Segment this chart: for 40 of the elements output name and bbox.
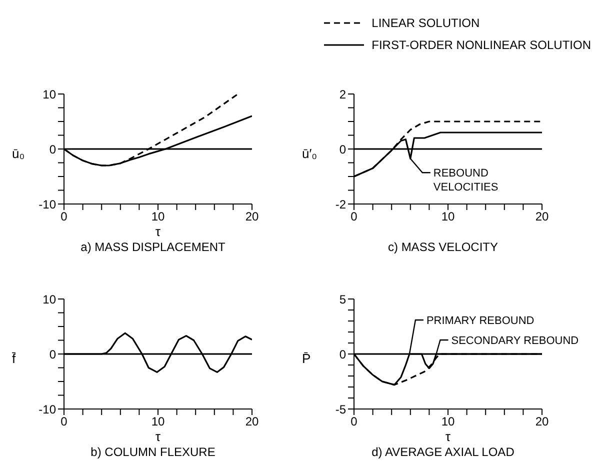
- x-tick-label: 0: [60, 210, 68, 224]
- legend-label: LINEAR SOLUTION: [372, 16, 480, 30]
- text: d) AVERAGE AXIAL LOAD: [370, 445, 516, 459]
- x-tick-label: 10: [441, 414, 455, 429]
- y-tick-label: 0: [49, 142, 56, 156]
- y-tick-label: -10: [38, 402, 56, 416]
- y-tick-label: 0: [49, 347, 56, 362]
- y-axis-title: ū₀: [12, 146, 25, 161]
- y-tick-label: -5: [335, 402, 346, 416]
- x-tick-label: 20: [535, 414, 549, 429]
- legend-label: FIRST-ORDER NONLINEAR SOLUTION: [372, 38, 591, 52]
- y-tick-label: 5: [339, 292, 346, 306]
- x-tick-label: 10: [151, 414, 165, 429]
- y-tick-label: 2: [339, 87, 346, 102]
- x-tick-label: 10: [151, 210, 165, 224]
- y-axis-title: f̄: [12, 351, 16, 366]
- x-tick-label: 0: [60, 414, 68, 429]
- x-tick-label: 20: [535, 210, 549, 224]
- x-tick-label: 0: [350, 414, 358, 429]
- y-axis-title: P̄: [302, 351, 311, 366]
- x-tick-label: 0: [350, 210, 358, 224]
- y-tick-label: -2: [335, 197, 346, 212]
- x-tick-label: 20: [245, 414, 259, 429]
- y-tick-label: 0: [339, 142, 346, 156]
- y-tick-label: -10: [38, 197, 56, 212]
- text: a) MASS DISPLACEMENT: [80, 240, 226, 254]
- x-axis-title: τ: [154, 224, 162, 239]
- y-tick-label: 10: [42, 292, 56, 306]
- y-axis-title: ū′₀: [302, 146, 318, 161]
- x-tick-label: 20: [245, 210, 259, 224]
- annotation: SECONDARY REBOUND: [451, 335, 579, 347]
- x-axis-title: τ: [444, 429, 452, 444]
- x-tick-label: 10: [441, 210, 455, 224]
- text: c) MASS VELOCITY: [386, 240, 500, 254]
- y-tick-label: 10: [42, 87, 56, 102]
- x-axis-title: τ: [154, 429, 162, 444]
- text: b) COLUMN FLEXURE: [90, 445, 216, 459]
- y-tick-label: 0: [339, 347, 346, 362]
- annotation: PRIMARY REBOUND: [426, 315, 534, 327]
- annotation: REBOUND VELOCITIES: [433, 168, 498, 194]
